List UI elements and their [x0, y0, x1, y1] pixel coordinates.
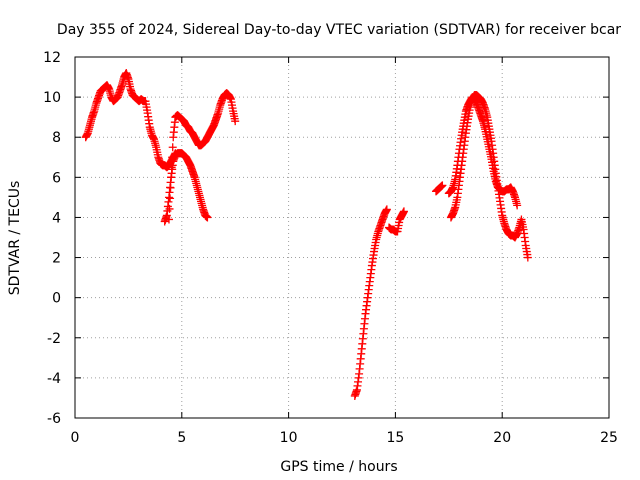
data-point: [168, 143, 177, 152]
data-point: [399, 207, 408, 216]
data-point: [523, 253, 532, 262]
series-sat-e: [384, 207, 408, 236]
data-point: [166, 194, 175, 203]
data-point: [165, 204, 174, 213]
data-point: [203, 213, 212, 222]
y-tick-label: -4: [47, 371, 61, 387]
y-tick-label: -2: [47, 331, 61, 347]
data-point: [166, 183, 175, 192]
data-point: [167, 163, 176, 172]
data-points: [81, 69, 532, 400]
series-sat-c: [164, 89, 240, 224]
series-sat-f: [431, 181, 447, 196]
x-axis-label: GPS time / hours: [280, 459, 397, 475]
chart-title: Day 355 of 2024, Sidereal Day-to-day VTE…: [57, 22, 621, 38]
y-tick-label: 12: [43, 50, 61, 66]
series-sat-a: [81, 69, 180, 172]
data-point: [167, 173, 176, 182]
axes: 0 5 10 15 20 25 -6 -4 -2 0 2 4 6 8 10 12: [43, 50, 618, 446]
data-point: [513, 201, 522, 210]
x-tick-label: 0: [71, 430, 80, 446]
y-tick-label: 10: [43, 90, 61, 106]
series-sat-h: [444, 93, 522, 210]
x-tick-label: 15: [386, 430, 404, 446]
data-point: [168, 153, 177, 162]
y-tick-label: -6: [47, 411, 61, 427]
y-tick-label: 4: [52, 210, 61, 226]
y-tick-label: 8: [52, 130, 61, 146]
x-tick-label: 20: [493, 430, 511, 446]
data-point: [164, 215, 173, 224]
y-tick-label: 0: [52, 291, 61, 307]
y-tick-label: 2: [52, 251, 61, 267]
y-axis-label: SDTVAR / TECUs: [7, 181, 23, 296]
data-point: [438, 181, 447, 190]
data-point: [382, 205, 391, 214]
y-tick-label: 6: [52, 170, 61, 186]
x-tick-label: 10: [280, 430, 298, 446]
x-tick-label: 5: [177, 430, 186, 446]
grid-layer: [75, 57, 609, 418]
plot-frame: [74, 56, 610, 419]
data-point: [231, 117, 240, 126]
x-tick-label: 25: [600, 430, 618, 446]
series-sat-d: [350, 205, 391, 400]
